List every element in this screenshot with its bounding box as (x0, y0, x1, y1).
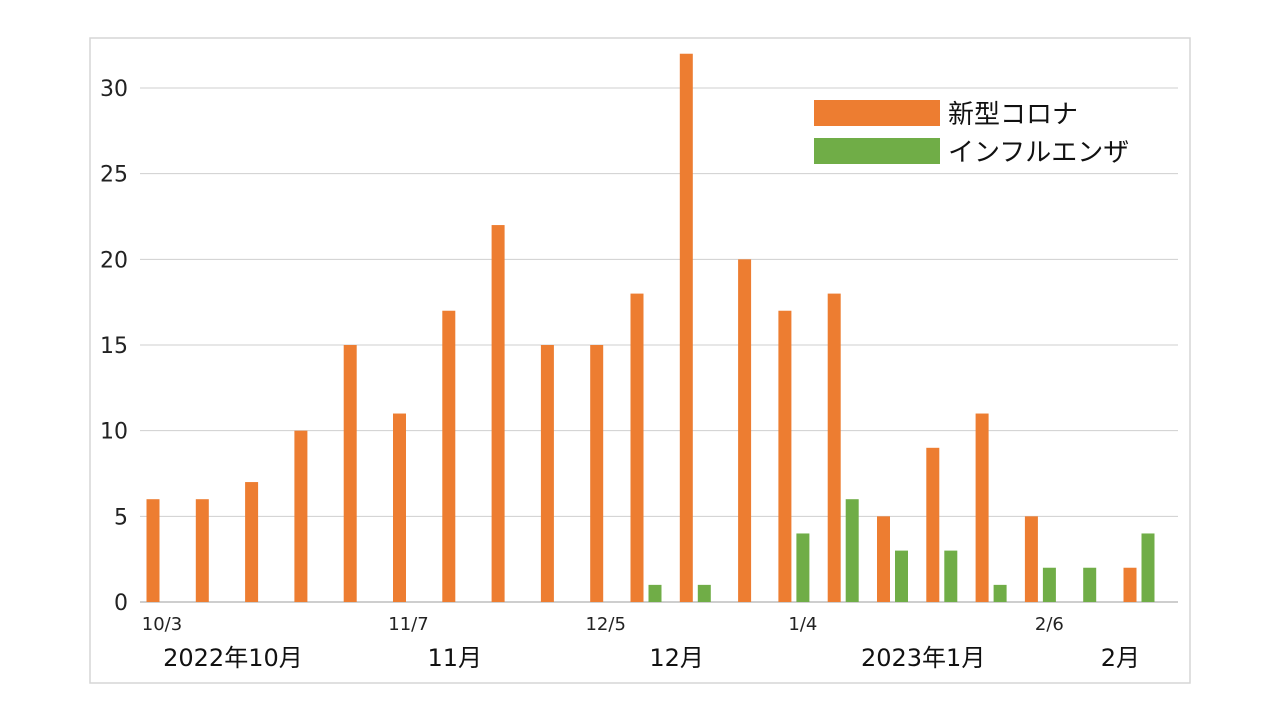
bars (146, 53, 1155, 603)
bar-covid (877, 516, 890, 602)
x-date-tick-label: 2/6 (1035, 614, 1064, 635)
bar-influenza (697, 584, 711, 602)
bar-covid (738, 259, 752, 602)
bar-covid (1123, 567, 1137, 602)
chart-frame (89, 37, 1191, 684)
x-date-tick-label: 10/3 (142, 614, 182, 635)
x-month-label: 2月 (1101, 644, 1140, 672)
bar-covid (393, 413, 406, 602)
x-month-label: 12月 (649, 644, 704, 672)
bar-influenza (895, 550, 908, 602)
y-tick-label: 5 (114, 505, 128, 530)
y-tick-label: 10 (100, 420, 128, 445)
bar-covid (146, 499, 160, 602)
bar-influenza (993, 584, 1007, 602)
bar-covid (195, 499, 209, 602)
bar-covid (926, 447, 940, 602)
bar-covid (975, 413, 989, 602)
y-tick-label: 15 (100, 334, 128, 359)
bar-covid (245, 482, 259, 602)
bar-covid (1024, 516, 1038, 602)
bar-influenza (944, 550, 958, 602)
bar-influenza (845, 499, 859, 602)
legend-label: インフルエンザ (948, 138, 1129, 168)
y-tick-label: 25 (100, 163, 128, 188)
bar-covid (540, 345, 554, 602)
bar-covid (590, 345, 604, 602)
bar-covid (491, 225, 505, 603)
bar-covid (778, 310, 792, 602)
bar-covid (827, 293, 841, 602)
bar-covid (679, 53, 693, 602)
x-date-tick-label: 11/7 (388, 614, 428, 635)
x-month-label: 2022年10月 (163, 644, 303, 672)
legend-swatch (814, 138, 940, 164)
y-axis-ticks: 0 5 10 15 20 25 30 (100, 77, 128, 616)
x-month-label: 11月 (428, 644, 483, 672)
y-tick-label: 20 (100, 248, 128, 273)
bar-influenza (648, 584, 662, 602)
y-tick-label: 30 (100, 77, 128, 102)
y-tick-label: 0 (114, 591, 128, 616)
bar-covid (294, 430, 308, 602)
bar-influenza (1083, 567, 1097, 602)
x-date-tick-label: 12/5 (585, 614, 625, 635)
bar-covid (442, 310, 456, 602)
legend-swatch (814, 100, 940, 126)
x-month-label: 2023年1月 (861, 644, 985, 672)
bar-influenza (1141, 533, 1155, 602)
bar-influenza (1042, 567, 1056, 602)
legend-label: 新型コロナ (948, 100, 1078, 130)
bar-influenza (796, 533, 810, 602)
bar-covid (343, 345, 357, 602)
x-axis-ticks: 10/3 11/7 12/5 1/4 2/6 2022年10月 11月 12月 2023年1月 2… (142, 614, 1140, 672)
x-date-tick-label: 1/4 (788, 614, 817, 635)
bar-covid (630, 293, 644, 602)
